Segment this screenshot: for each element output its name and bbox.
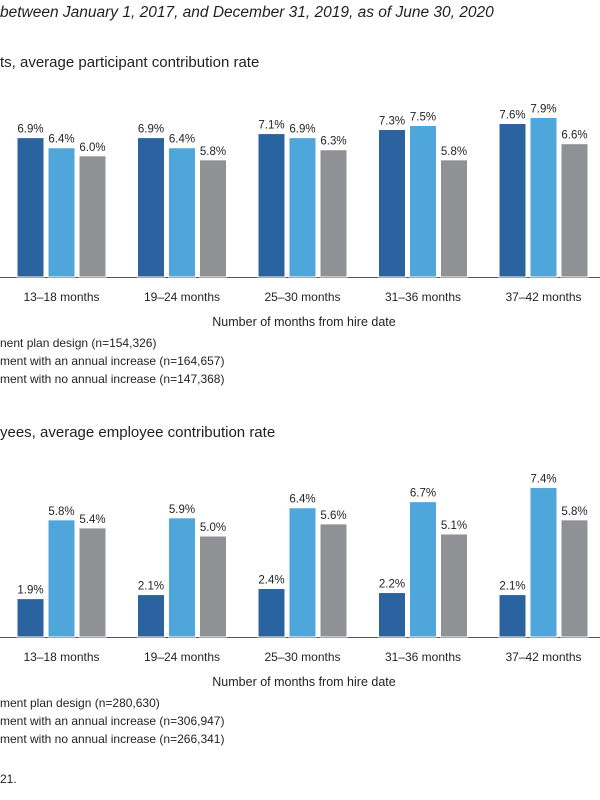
bar-series-2-4 xyxy=(409,501,437,638)
bar-series-2-3 xyxy=(288,507,317,638)
bar-value-label: 5.9% xyxy=(169,504,195,516)
chart-2-legend-item-1: ment plan design (n=280,630) xyxy=(0,696,160,710)
x-tick-label: 31–36 months xyxy=(385,650,461,664)
bar-value-label: 5.8% xyxy=(48,506,74,518)
bar-series-2-1 xyxy=(47,519,76,638)
chart-1-plot: 6.9% 6.4% 6.0% 13–18 months 6.9% 6.4% 5.8% 19–2… xyxy=(0,103,600,329)
x-axis-title: Number of months from hire date xyxy=(212,315,395,329)
bar-series-1-1 xyxy=(16,598,45,638)
bar-value-label: 6.4% xyxy=(289,494,315,506)
bar-value-label: 7.4% xyxy=(530,474,556,486)
bar-value-label: 6.3% xyxy=(320,136,346,148)
x-tick-label: 31–36 months xyxy=(385,290,461,304)
bar-series-1-3 xyxy=(257,588,286,638)
bar-value-label: 6.9% xyxy=(17,124,43,136)
chart-1-legend-item-1: nent plan design (n=154,326) xyxy=(0,336,157,350)
bar-series-1-3 xyxy=(257,133,286,278)
bar-value-label: 7.3% xyxy=(379,116,405,128)
bar-value-label: 2.1% xyxy=(138,581,164,593)
bar-series-3-3 xyxy=(319,149,348,278)
x-tick-label: 25–30 months xyxy=(264,290,340,304)
chart-2-legend-item-3: ment with no annual increase (n=266,341) xyxy=(0,732,225,746)
x-tick-label: 19–24 months xyxy=(144,290,220,304)
bar-value-label: 6.4% xyxy=(48,134,74,146)
chart-2-title: yees, average employee contribution rate xyxy=(0,424,276,441)
bar-value-label: 5.0% xyxy=(200,522,226,534)
bar-value-label: 5.8% xyxy=(441,146,467,158)
bar-series-1-2 xyxy=(137,594,165,638)
bar-value-label: 5.4% xyxy=(79,514,105,526)
bar-series-1-1 xyxy=(16,137,45,278)
x-tick-label: 37–42 months xyxy=(505,290,581,304)
x-tick-label: 19–24 months xyxy=(144,650,220,664)
bar-series-1-4 xyxy=(378,592,406,638)
bar-series-3-4 xyxy=(440,533,468,638)
bar-series-3-1 xyxy=(78,527,107,638)
bar-series-2-2 xyxy=(168,517,196,638)
page-subtitle: between January 1, 2017, and December 31… xyxy=(0,4,494,21)
bar-value-label: 6.9% xyxy=(138,124,164,136)
bar-series-3-2 xyxy=(199,535,227,638)
bar-series-2-1 xyxy=(47,147,76,278)
chart-1-title: ts, average participant contribution rat… xyxy=(0,54,260,71)
bar-series-3-2 xyxy=(199,159,227,278)
bar-series-3-5 xyxy=(560,143,589,278)
bar-series-3-1 xyxy=(78,155,107,278)
bar-value-label: 6.9% xyxy=(289,124,315,136)
chart-1-legend-item-3: ment with no annual increase (n=147,368) xyxy=(0,372,225,386)
bar-value-label: 5.6% xyxy=(320,510,346,522)
bar-value-label: 5.8% xyxy=(200,146,226,158)
chart-1-legend: nent plan design (n=154,326) ment with a… xyxy=(0,334,224,388)
bar-series-2-5 xyxy=(529,487,558,638)
bar-value-label: 7.9% xyxy=(530,103,556,115)
chart-2-legend-item-2: ment with an annual increase (n=306,947) xyxy=(0,714,225,728)
bar-value-label: 5.8% xyxy=(561,506,587,518)
footnote: 21. xyxy=(0,772,17,786)
x-tick-label: 13–18 months xyxy=(23,650,99,664)
x-tick-label: 13–18 months xyxy=(23,290,99,304)
chart-2-plot: 1.9% 5.8% 5.4% 13–18 months 2.1% 5.9% 5.0% 19–2… xyxy=(0,474,600,689)
bar-series-3-4 xyxy=(440,159,468,278)
bar-value-label: 7.1% xyxy=(258,120,284,132)
bar-series-3-3 xyxy=(319,523,348,638)
bar-value-label: 7.6% xyxy=(499,109,525,121)
bar-value-label: 2.2% xyxy=(379,579,405,591)
bar-series-2-2 xyxy=(168,147,196,278)
bar-value-label: 6.4% xyxy=(169,134,195,146)
x-axis-title: Number of months from hire date xyxy=(212,675,395,689)
bar-value-label: 6.7% xyxy=(410,488,436,500)
bar-value-label: 1.9% xyxy=(17,585,43,597)
chart-2-legend: ment plan design (n=280,630) ment with a… xyxy=(0,694,224,748)
bar-series-2-5 xyxy=(529,116,558,278)
bar-series-2-4 xyxy=(409,125,437,278)
bar-value-label: 7.5% xyxy=(410,112,436,124)
chart-1-legend-item-2: ment with an annual increase (n=164,657) xyxy=(0,354,225,368)
bar-series-2-3 xyxy=(288,137,317,278)
bar-value-label: 6.0% xyxy=(79,142,105,154)
bar-value-label: 2.4% xyxy=(258,575,284,587)
x-tick-label: 37–42 months xyxy=(505,650,581,664)
bar-series-1-5 xyxy=(498,594,527,638)
bar-value-label: 5.1% xyxy=(441,520,467,532)
bar-series-1-2 xyxy=(137,137,165,278)
bar-series-3-5 xyxy=(560,519,589,638)
bar-value-label: 6.6% xyxy=(561,130,587,142)
bar-series-1-5 xyxy=(498,122,527,278)
bar-value-label: 2.1% xyxy=(499,581,525,593)
x-tick-label: 25–30 months xyxy=(264,650,340,664)
bar-series-1-4 xyxy=(378,129,406,278)
